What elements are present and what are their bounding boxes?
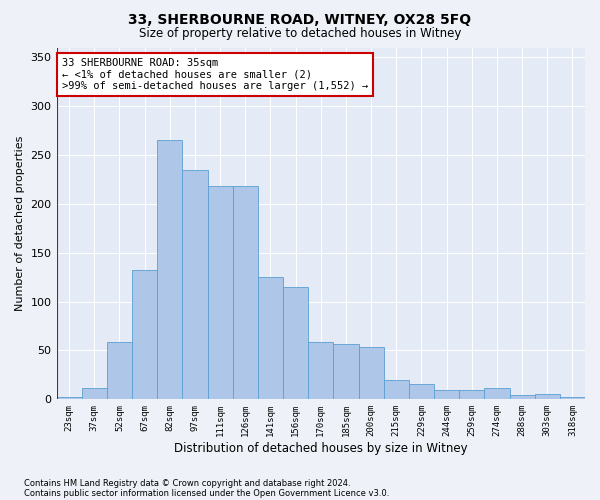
- Bar: [56, 398, 82, 400]
- Bar: [208, 186, 233, 400]
- Text: 33, SHERBOURNE ROAD, WITNEY, OX28 5FQ: 33, SHERBOURNE ROAD, WITNEY, OX28 5FQ: [128, 12, 472, 26]
- X-axis label: Distribution of detached houses by size in Witney: Distribution of detached houses by size …: [174, 442, 467, 455]
- Bar: [258, 277, 283, 400]
- Text: Contains HM Land Registry data © Crown copyright and database right 2024.: Contains HM Land Registry data © Crown c…: [24, 478, 350, 488]
- Bar: [409, 384, 434, 400]
- Y-axis label: Number of detached properties: Number of detached properties: [15, 136, 25, 311]
- Bar: [334, 344, 359, 400]
- Bar: [434, 390, 459, 400]
- Text: Contains public sector information licensed under the Open Government Licence v3: Contains public sector information licen…: [24, 488, 389, 498]
- Bar: [107, 342, 132, 400]
- Bar: [308, 342, 334, 400]
- Bar: [157, 140, 182, 400]
- Bar: [509, 396, 535, 400]
- Bar: [459, 390, 484, 400]
- Text: 33 SHERBOURNE ROAD: 35sqm
← <1% of detached houses are smaller (2)
>99% of semi-: 33 SHERBOURNE ROAD: 35sqm ← <1% of detac…: [62, 58, 368, 92]
- Bar: [484, 388, 509, 400]
- Bar: [182, 170, 208, 400]
- Bar: [359, 346, 383, 400]
- Bar: [560, 398, 585, 400]
- Bar: [383, 380, 409, 400]
- Bar: [132, 270, 157, 400]
- Text: Size of property relative to detached houses in Witney: Size of property relative to detached ho…: [139, 28, 461, 40]
- Bar: [233, 186, 258, 400]
- Bar: [283, 287, 308, 400]
- Bar: [82, 388, 107, 400]
- Bar: [535, 394, 560, 400]
